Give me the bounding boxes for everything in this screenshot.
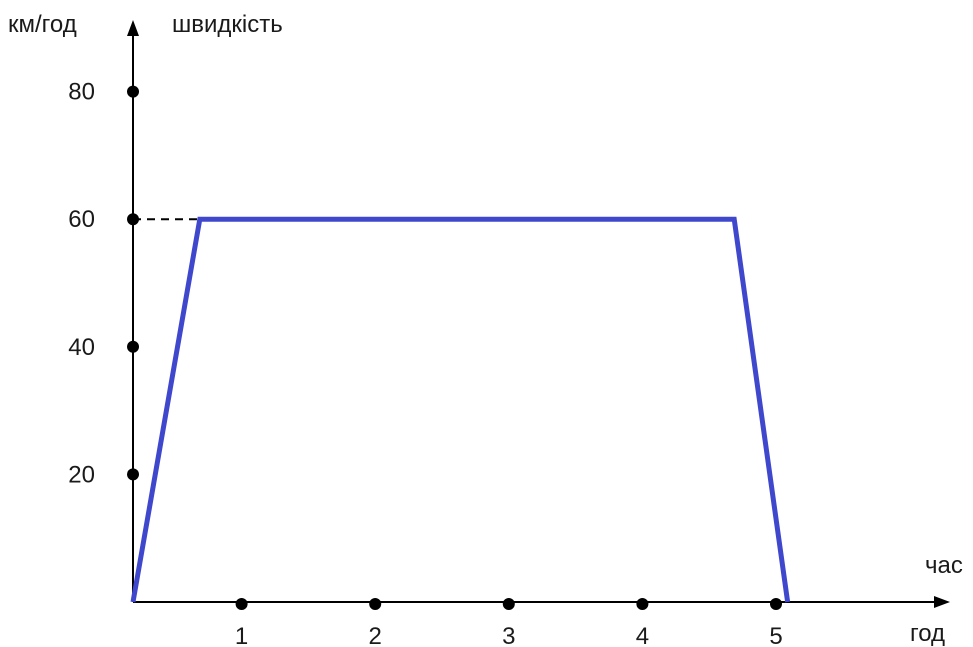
y-tick-marker-40 [127, 340, 139, 353]
y-axis-unit: км/год [8, 11, 77, 38]
x-tick-marker-5 [770, 598, 782, 610]
y-tick-marker-20 [127, 468, 139, 481]
x-axis-title: час [925, 552, 963, 579]
y-axis-arrow [127, 20, 139, 36]
series-layer [130, 216, 791, 603]
y-tick-marker-60 [127, 213, 139, 226]
x-axis-unit: год [910, 620, 945, 647]
tick-labels: 20 40 60 80 1 2 3 4 5 [68, 79, 782, 647]
y-tick-label-60: 60 [68, 206, 95, 233]
y-tick-label-40: 40 [68, 334, 95, 361]
x-tick-marker-2 [369, 598, 382, 610]
y-tick-label-80: 80 [68, 79, 95, 106]
x-tick-label-3: 3 [502, 623, 515, 647]
y-tick-label-20: 20 [68, 461, 95, 488]
x-tick-label-2: 2 [369, 623, 382, 647]
x-tick-marker-4 [636, 598, 649, 610]
x-tick-label-4: 4 [636, 623, 649, 647]
x-tick-label-5: 5 [769, 623, 782, 647]
axes [127, 20, 950, 608]
x-axis-arrow [934, 596, 950, 608]
x-tick-marker-1 [235, 598, 248, 610]
x-tick-label-1: 1 [235, 623, 248, 647]
y-tick-marker-80 [127, 85, 139, 98]
series-line-1 [130, 216, 791, 603]
y-axis-title: швидкість [172, 11, 283, 38]
tick-markers [127, 85, 782, 610]
x-tick-marker-3 [502, 598, 515, 610]
